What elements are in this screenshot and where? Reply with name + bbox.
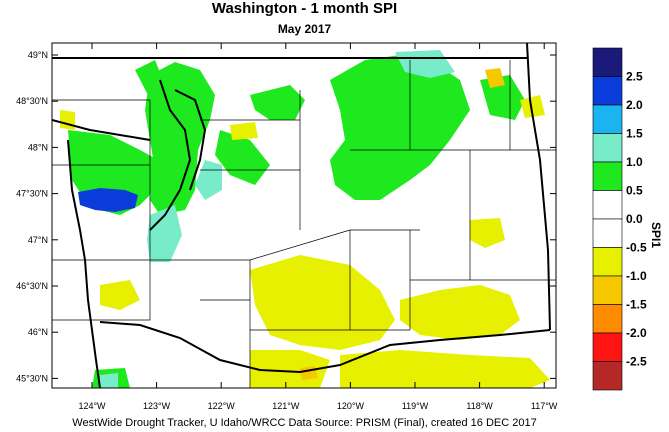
legend-swatch (592, 304, 623, 334)
lon-label: 121°W (272, 401, 300, 411)
lat-label: 49°N (28, 50, 48, 60)
map-panel (52, 43, 556, 388)
lon-label: 122°W (208, 401, 236, 411)
legend-swatch (592, 361, 623, 391)
legend-swatch (592, 247, 623, 277)
legend-label: 1.0 (626, 155, 643, 169)
latitude-axis: 49°N 48°30'N 48°N 47°30'N 47°N 46°30'N 46°N 45°… (16, 50, 556, 383)
lat-label: 45°30'N (16, 373, 48, 383)
legend-swatch (592, 133, 623, 163)
legend-label: -2.0 (626, 326, 647, 340)
lon-label: 118°W (466, 401, 493, 411)
lon-label: 119°W (402, 401, 429, 411)
lon-label: 124°W (78, 401, 106, 411)
legend-swatch (592, 47, 623, 77)
credit-line: WestWide Drought Tracker, U Idaho/WRCC D… (72, 417, 537, 429)
legend-label: 0.5 (626, 184, 643, 198)
legend-swatch (592, 332, 623, 362)
legend-label: -1.5 (626, 298, 647, 312)
legend-label: 0.0 (626, 212, 643, 226)
strong-wet-area (78, 188, 138, 212)
legend-label: -1.0 (626, 269, 647, 283)
map-title: Washington - 1 month SPI (211, 0, 398, 17)
legend-swatch (592, 190, 623, 220)
dry-anomaly-areas (60, 95, 550, 388)
state-boundary (52, 43, 551, 374)
lon-label: 117°W (531, 401, 558, 411)
legend-swatch (592, 104, 623, 134)
legend-colorbar: 2.5 2.0 1.5 1.0 0.5 0.0 -0.5 -1.0 -1.5 -2.0 -2.5 (592, 47, 647, 391)
longitude-axis: 124°W 123°W 122°W 121°W 120°W 119°W 118°W 117°W (78, 43, 558, 411)
lat-label: 47°N (28, 235, 48, 245)
lat-label: 46°N (28, 327, 48, 337)
legend-label: 1.5 (626, 127, 643, 141)
lon-label: 120°W (337, 401, 365, 411)
legend-swatch (592, 76, 623, 106)
lat-label: 47°30'N (16, 189, 48, 199)
lat-label: 48°N (28, 142, 48, 152)
legend-label: -0.5 (626, 241, 647, 255)
legend-swatch (592, 161, 623, 191)
legend-label: -2.5 (626, 355, 647, 369)
lat-label: 46°30'N (16, 281, 48, 291)
legend-title: SPI1 (649, 222, 663, 248)
coastline (52, 79, 207, 388)
map-subtitle: May 2017 (277, 22, 332, 36)
county-boundaries (52, 60, 556, 388)
legend-swatch (592, 275, 623, 305)
lon-label: 123°W (143, 401, 171, 411)
legend-label: 2.5 (626, 70, 643, 84)
map-frame (51, 42, 557, 389)
legend-swatch (592, 218, 623, 248)
lat-label: 48°30'N (16, 96, 48, 106)
legend-label: 2.0 (626, 98, 643, 112)
